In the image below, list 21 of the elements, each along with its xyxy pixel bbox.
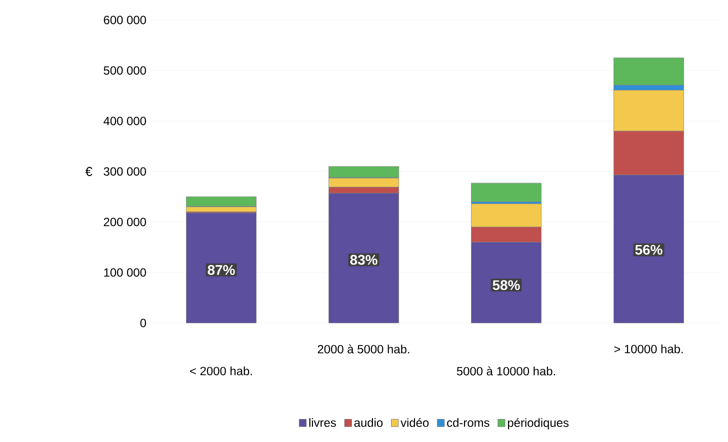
y-tick-label: 200 000 <box>104 218 146 226</box>
y-tick-label: 100 000 <box>104 268 146 277</box>
legend-label: livres <box>309 418 336 427</box>
legend-label: cd-roms <box>447 418 490 427</box>
x-tick-label: < 2000 hab. <box>190 366 252 376</box>
y-tick-label: 0 <box>140 318 146 328</box>
x-tick-label: > 10000 hab. <box>614 344 683 354</box>
x-tick-label: 2000 à 5000 hab. <box>318 344 410 354</box>
annotation: 56% <box>635 244 662 255</box>
annotation: 58% <box>492 280 520 290</box>
annotation: 83% <box>350 254 378 265</box>
y-tick-label: 500 000 <box>104 66 146 75</box>
y-tick-label: 600 000 <box>104 16 146 24</box>
legend-label: audio <box>354 418 383 427</box>
x-tick-label: 5000 à 10000 hab. <box>456 366 556 376</box>
y-tick-label: 300 000 <box>104 167 146 176</box>
y-tick-label: 400 000 <box>104 116 146 126</box>
legend-label: périodiques <box>508 418 569 430</box>
legend-label: vidéo <box>400 418 429 427</box>
annotation: 87% <box>208 265 235 275</box>
y-axis-title: € <box>85 166 92 176</box>
